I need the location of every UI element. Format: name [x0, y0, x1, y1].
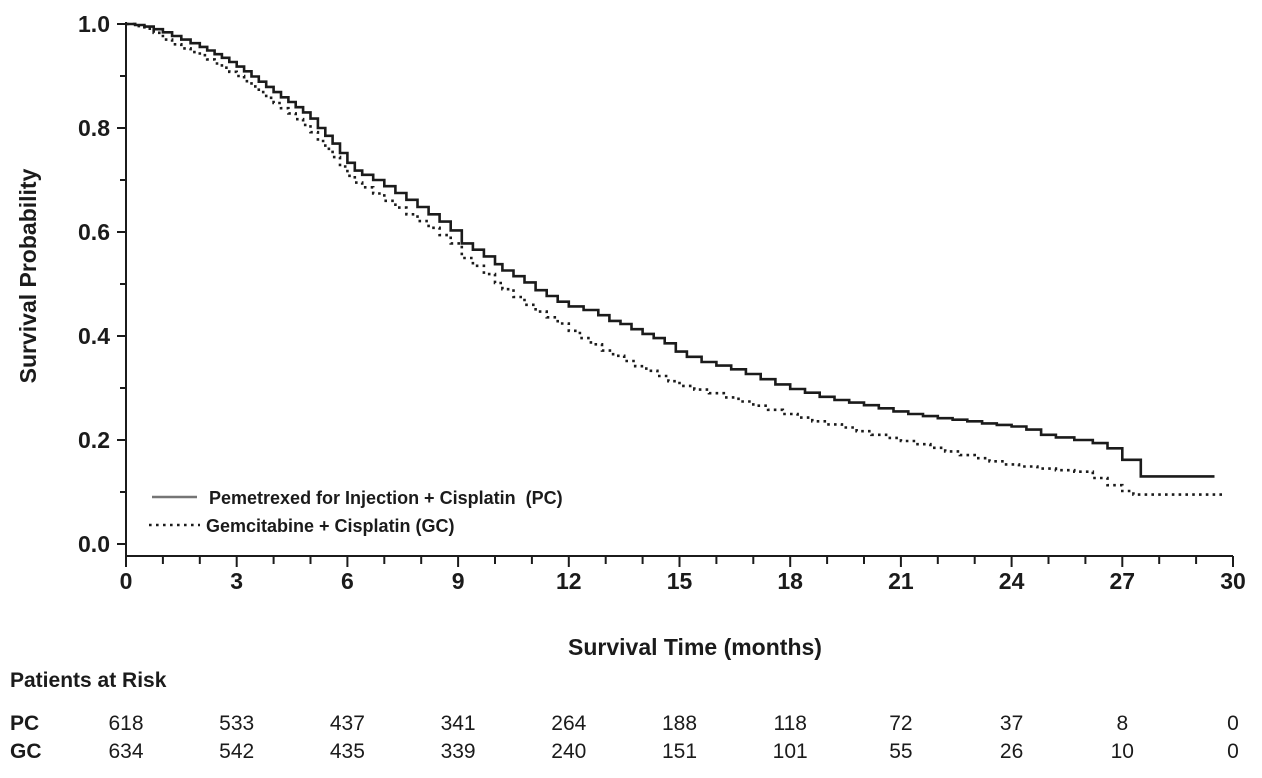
risk-value-gc-12: 240 [551, 740, 586, 763]
risk-value-gc-3: 542 [219, 740, 254, 763]
y-tick-label: 0.6 [78, 219, 110, 245]
x-tick-label: 9 [452, 568, 465, 594]
legend-label-gc: Gemcitabine + Cisplatin (GC) [206, 516, 455, 536]
y-tick-label: 0.4 [78, 323, 110, 349]
legend: Pemetrexed for Injection + Cisplatin (PC… [149, 488, 563, 536]
x-axis-title: Survival Time (months) [568, 634, 822, 660]
legend-label-pc: Pemetrexed for Injection + Cisplatin (PC… [209, 488, 563, 508]
risk-value-gc-21: 55 [889, 740, 912, 763]
risk-value-pc-24: 37 [1000, 712, 1023, 735]
risk-value-gc-24: 26 [1000, 740, 1023, 763]
risk-value-gc-27: 10 [1111, 740, 1134, 763]
risk-value-gc-15: 151 [662, 740, 697, 763]
risk-value-pc-3: 533 [219, 712, 254, 735]
risk-value-pc-21: 72 [889, 712, 912, 735]
risk-value-pc-27: 8 [1116, 712, 1128, 735]
pc-curve [126, 22, 1215, 478]
risk-row-label-pc: PC [10, 712, 39, 735]
risk-value-pc-30: 0 [1227, 712, 1239, 735]
risk-value-gc-6: 435 [330, 740, 365, 763]
risk-table: PC 618 533 437 341 264 188 118 72 37 8 0 GC 634 542 435… [10, 712, 1239, 763]
x-tick-label: 30 [1220, 568, 1246, 594]
y-tick-label: 0.2 [78, 427, 110, 453]
risk-value-pc-12: 264 [551, 712, 586, 735]
risk-value-gc-9: 339 [441, 740, 476, 763]
x-tick-label: 12 [556, 568, 582, 594]
risk-table-title: Patients at Risk [10, 669, 167, 692]
x-tick-label: 18 [777, 568, 803, 594]
risk-row-label-gc: GC [10, 740, 42, 763]
risk-value-pc-15: 188 [662, 712, 697, 735]
x-tick-label: 24 [999, 568, 1025, 594]
y-tick-label: 0.0 [78, 531, 110, 557]
risk-value-gc-0: 634 [108, 740, 143, 763]
y-tick-label: 1.0 [78, 11, 110, 37]
risk-value-gc-30: 0 [1227, 740, 1239, 763]
x-tick-label: 3 [230, 568, 243, 594]
x-tick-label: 21 [888, 568, 914, 594]
gc-curve [126, 22, 1226, 496]
risk-value-pc-9: 341 [441, 712, 476, 735]
risk-value-pc-6: 437 [330, 712, 365, 735]
risk-value-pc-18: 118 [773, 712, 806, 735]
survival-curves [126, 22, 1226, 496]
x-tick-label: 0 [120, 568, 133, 594]
y-tick-label: 0.8 [78, 115, 110, 141]
risk-value-gc-18: 101 [773, 740, 808, 763]
x-tick-label: 6 [341, 568, 354, 594]
risk-value-pc-0: 618 [108, 712, 143, 735]
y-axis-title: Survival Probability [15, 168, 41, 383]
plot-axes: 0.0 0.2 0.4 0.6 0.8 1.0 0 3 6 9 12 15 18 21 24 27 30 [78, 11, 1246, 594]
x-tick-label: 27 [1110, 568, 1136, 594]
x-tick-label: 15 [667, 568, 693, 594]
